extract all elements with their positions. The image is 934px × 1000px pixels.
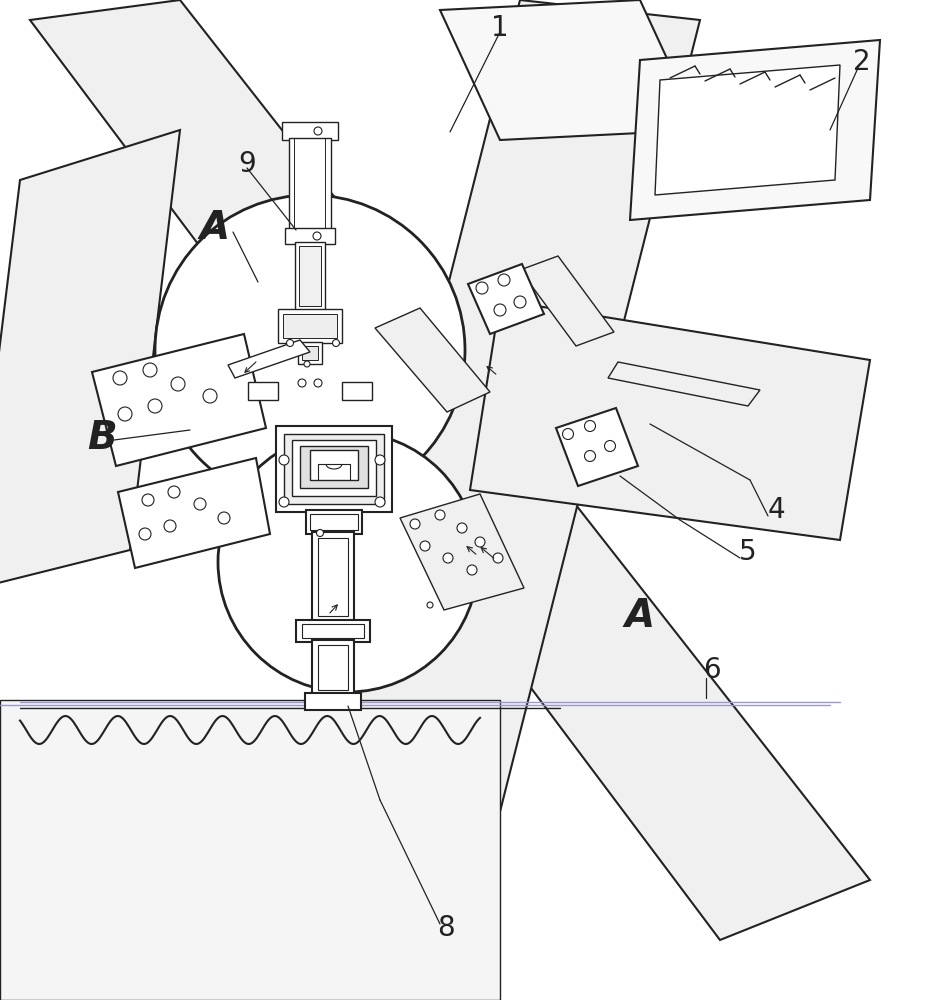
Bar [300, 446, 368, 488]
Polygon shape [30, 0, 870, 940]
Polygon shape [375, 308, 490, 412]
Circle shape [420, 541, 430, 551]
Text: 8: 8 [437, 914, 455, 942]
Circle shape [313, 232, 321, 240]
Bar [296, 620, 370, 642]
Circle shape [155, 195, 465, 505]
Circle shape [457, 523, 467, 533]
Text: A: A [625, 597, 655, 635]
Circle shape [375, 497, 385, 507]
Text: 1: 1 [491, 14, 509, 42]
Text: 4: 4 [767, 496, 785, 524]
Polygon shape [228, 340, 310, 378]
Polygon shape [520, 256, 614, 346]
Polygon shape [608, 362, 760, 406]
Polygon shape [118, 458, 270, 568]
Circle shape [314, 127, 322, 135]
Polygon shape [0, 700, 500, 1000]
Bar [302, 346, 318, 360]
Bar [282, 122, 338, 140]
Polygon shape [92, 334, 266, 466]
Circle shape [475, 537, 485, 547]
Circle shape [203, 389, 217, 403]
Circle shape [287, 340, 293, 347]
Circle shape [494, 304, 506, 316]
Circle shape [493, 553, 503, 563]
Circle shape [218, 432, 478, 692]
Polygon shape [400, 494, 524, 610]
Bar [299, 246, 321, 306]
Circle shape [585, 420, 596, 432]
Circle shape [171, 377, 185, 391]
Circle shape [375, 455, 385, 465]
Bar [312, 640, 354, 695]
Circle shape [168, 486, 180, 498]
Polygon shape [280, 0, 700, 970]
Polygon shape [0, 130, 180, 590]
Bar [305, 693, 361, 710]
Polygon shape [468, 264, 544, 334]
Text: 5: 5 [739, 538, 757, 566]
Circle shape [304, 361, 310, 367]
Circle shape [143, 363, 157, 377]
Circle shape [279, 497, 289, 507]
Bar [312, 532, 354, 622]
Circle shape [164, 520, 176, 532]
Polygon shape [470, 300, 870, 540]
Bar [285, 228, 335, 244]
Circle shape [194, 498, 206, 510]
Bar [248, 382, 278, 400]
Text: A: A [200, 209, 230, 247]
Circle shape [317, 530, 323, 536]
Polygon shape [440, 0, 700, 140]
Circle shape [514, 296, 526, 308]
Bar [318, 645, 348, 690]
Bar [342, 382, 372, 400]
Circle shape [298, 379, 306, 387]
Circle shape [279, 455, 289, 465]
Circle shape [314, 379, 322, 387]
Circle shape [585, 450, 596, 462]
Bar [292, 440, 376, 496]
Bar [289, 138, 331, 230]
Text: 6: 6 [703, 656, 721, 684]
Bar [310, 450, 358, 480]
Bar [276, 426, 392, 512]
Bar [310, 514, 358, 530]
Circle shape [142, 494, 154, 506]
Circle shape [333, 340, 339, 347]
Circle shape [139, 528, 151, 540]
Circle shape [427, 602, 433, 608]
Circle shape [218, 512, 230, 524]
Text: 2: 2 [853, 48, 870, 76]
Circle shape [118, 407, 132, 421]
Circle shape [467, 565, 477, 575]
Circle shape [562, 428, 573, 440]
Text: B: B [87, 419, 117, 457]
Polygon shape [556, 408, 638, 486]
Bar [278, 309, 342, 343]
Polygon shape [630, 40, 880, 220]
Bar [295, 242, 325, 310]
Bar [302, 624, 364, 638]
Circle shape [476, 282, 488, 294]
Circle shape [443, 553, 453, 563]
Bar [306, 510, 362, 534]
Circle shape [435, 510, 445, 520]
Bar [284, 434, 384, 504]
Circle shape [410, 519, 420, 529]
Bar [318, 538, 348, 616]
Circle shape [113, 371, 127, 385]
Circle shape [498, 274, 510, 286]
Polygon shape [655, 65, 840, 195]
Circle shape [148, 399, 162, 413]
Circle shape [604, 440, 616, 452]
Bar [283, 314, 337, 338]
Text: 9: 9 [238, 150, 256, 178]
Bar [298, 342, 322, 364]
